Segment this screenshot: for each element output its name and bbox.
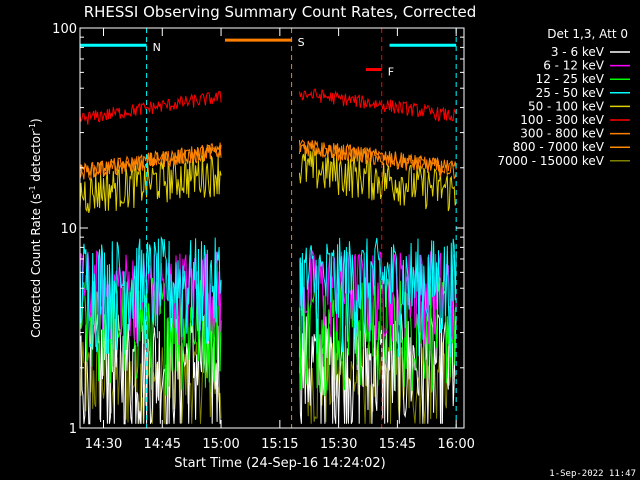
annotation-label-F: F <box>388 66 394 79</box>
data-layer <box>79 88 457 425</box>
series-line-50-100keV <box>298 150 457 212</box>
x-tick-label: 15:45 <box>379 437 416 452</box>
legend-label: 7000 - 15000 keV <box>497 154 604 168</box>
x-axis-label: Start Time (24-Sep-16 14:24:02) <box>174 456 385 471</box>
series-line-300-800keV <box>79 142 222 181</box>
legend-label: 3 - 6 keV <box>551 45 605 59</box>
series-line-25-50keV <box>79 235 222 355</box>
legend-label: 25 - 50 keV <box>536 86 605 100</box>
x-tick-label: 14:45 <box>144 437 181 452</box>
x-tick-label: 15:15 <box>261 437 298 452</box>
legend-label: 50 - 100 keV <box>528 99 605 113</box>
annotation-label-S: S <box>298 36 305 49</box>
y-axis: 1 10 100 <box>52 22 464 437</box>
legend-title: Det 1,3, Att 0 <box>547 27 628 41</box>
y-tick-label: 1 <box>69 422 77 437</box>
x-tick-label: 16:00 <box>437 437 474 452</box>
x-tick-label: 15:30 <box>320 437 357 452</box>
series-line-25-50keV <box>298 237 457 358</box>
chart-title: RHESSI Observing Summary Count Rates, Co… <box>84 3 477 21</box>
series-line-100-300keV <box>79 90 222 125</box>
legend-label: 800 - 7000 keV <box>513 140 605 154</box>
legend-label: 12 - 25 keV <box>536 72 605 86</box>
legend-label: 300 - 800 keV <box>520 127 604 141</box>
x-tick-label: 15:00 <box>202 437 239 452</box>
x-tick-label: 14:30 <box>85 437 122 452</box>
series-line-100-300keV <box>298 88 457 122</box>
legend-label: 6 - 12 keV <box>543 59 605 73</box>
series-line-6-12keV <box>298 249 457 345</box>
legend-label: 100 - 300 keV <box>520 113 604 127</box>
series-line-6-12keV <box>79 250 222 345</box>
y-axis-label: Corrected Count Rate (s-1 detector-1) <box>28 118 43 337</box>
series-line-50-100keV <box>79 155 222 214</box>
x-axis: 14:30 14:45 15:00 15:15 15:30 15:45 16:00 <box>85 28 475 452</box>
series-line-12-25keV <box>298 276 457 397</box>
footer-timestamp: 1-Sep-2022 11:47 <box>549 469 636 479</box>
series-line-800-7000keV <box>79 144 222 179</box>
overlay-layer: N S F <box>80 28 457 428</box>
annotation-label-N: N <box>153 41 161 54</box>
y-tick-label: 10 <box>60 222 77 237</box>
series-line-300-800keV <box>298 139 457 177</box>
y-tick-label: 100 <box>52 22 77 37</box>
